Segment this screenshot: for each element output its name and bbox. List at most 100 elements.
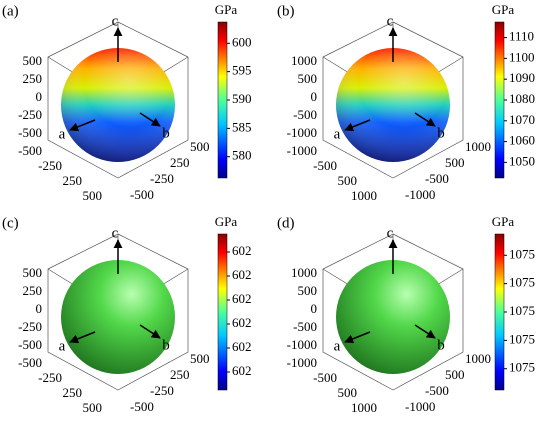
axis-arrow bbox=[414, 324, 436, 339]
vertical-tick-label: -250 bbox=[18, 107, 42, 122]
right-tick-label: -500 bbox=[425, 383, 449, 398]
vertical-tick-label: 0 bbox=[36, 89, 43, 104]
vertical-tick-label: 0 bbox=[311, 89, 318, 104]
right-tick-label: -500 bbox=[130, 187, 154, 202]
axis-label: a bbox=[59, 338, 66, 354]
vertical-tick-label: -250 bbox=[18, 319, 42, 334]
axis-label: b bbox=[162, 125, 170, 141]
colorbar-tick-label: 602 bbox=[232, 363, 252, 378]
axis-label: a bbox=[59, 126, 66, 142]
right-tick-label: 500 bbox=[190, 351, 210, 366]
colorbar bbox=[217, 233, 228, 391]
panel: (d)a bc10005000-500-1000-1000-50050010001… bbox=[277, 214, 535, 415]
colorbar-tick-label: 585 bbox=[232, 119, 252, 134]
left-tick-label: 1000 bbox=[351, 400, 377, 415]
axis-label: a bbox=[334, 126, 341, 142]
sphere bbox=[336, 260, 450, 374]
colorbar-tick-label: 1080 bbox=[509, 91, 535, 106]
left-tick-label: 500 bbox=[83, 400, 103, 415]
right-tick-label: -1000 bbox=[405, 399, 435, 414]
right-tick-label: 500 bbox=[190, 139, 210, 154]
colorbar-tick-label: 590 bbox=[232, 91, 252, 106]
left-tick-label: 500 bbox=[338, 385, 358, 400]
panel: (b)a bc10005000-500-1000-1000-50050010001… bbox=[277, 2, 535, 203]
colorbar-tick-label: 602 bbox=[232, 291, 252, 306]
right-tick-label: 500 bbox=[445, 155, 465, 170]
vertical-tick-label: -1000 bbox=[287, 337, 317, 352]
colorbar-tick-label: 602 bbox=[232, 339, 252, 354]
vertical-tick-label: 500 bbox=[23, 265, 43, 280]
left-tick-label: 500 bbox=[83, 188, 103, 203]
vertical-tick-label: 0 bbox=[36, 301, 43, 316]
right-tick-label: -1000 bbox=[405, 187, 435, 202]
left-tick-label: 250 bbox=[63, 385, 83, 400]
colorbar bbox=[217, 21, 228, 179]
colorbar-tick-label: 602 bbox=[232, 243, 252, 258]
colorbar-tick-label: 595 bbox=[232, 63, 252, 78]
left-tick-label: 250 bbox=[63, 173, 83, 188]
sphere-shading bbox=[61, 48, 175, 162]
colorbar-tick-label: 1075 bbox=[509, 246, 535, 261]
axis-label: b bbox=[437, 125, 445, 141]
right-tick-label: 1000 bbox=[465, 351, 491, 366]
axis-arrow bbox=[414, 112, 436, 127]
left-tick-label: -500 bbox=[313, 370, 337, 385]
colorbar-tick-label: 602 bbox=[232, 267, 252, 282]
right-tick-label: 250 bbox=[170, 367, 190, 382]
axis-label: c bbox=[112, 13, 119, 29]
colorbar-tick-label: 1075 bbox=[509, 360, 535, 375]
right-tick-label: -250 bbox=[150, 383, 174, 398]
colorbar-unit: GPa bbox=[215, 214, 238, 229]
left-tick-label: -500 bbox=[18, 143, 42, 158]
colorbar bbox=[494, 233, 505, 391]
vertical-tick-label: 1000 bbox=[291, 53, 317, 68]
axis-arrow bbox=[69, 119, 96, 132]
axis-arrow bbox=[344, 331, 371, 344]
vertical-tick-label: 500 bbox=[298, 283, 318, 298]
colorbar-tick-label: 1100 bbox=[509, 49, 535, 64]
left-tick-label: 1000 bbox=[351, 188, 377, 203]
panel-label: (a) bbox=[2, 3, 19, 19]
axis-arrow bbox=[139, 324, 161, 339]
colorbar-tick-label: 1090 bbox=[509, 70, 535, 85]
panel-label: (d) bbox=[277, 215, 295, 231]
panel-label: (b) bbox=[277, 3, 295, 19]
right-tick-label: 500 bbox=[445, 367, 465, 382]
axis-label: c bbox=[112, 225, 119, 241]
axis-label: c bbox=[387, 225, 394, 241]
vertical-tick-label: 500 bbox=[23, 53, 43, 68]
panel-label: (c) bbox=[2, 215, 19, 231]
colorbar-tick-label: 1060 bbox=[509, 133, 535, 148]
axis-label: a bbox=[334, 338, 341, 354]
colorbar-tick-label: 600 bbox=[232, 34, 252, 49]
colorbar-tick-label: 1075 bbox=[509, 303, 535, 318]
vertical-tick-label: -500 bbox=[18, 337, 42, 352]
left-tick-label: -1000 bbox=[287, 355, 317, 370]
colorbar-tick-label: 1075 bbox=[509, 275, 535, 290]
right-tick-label: -500 bbox=[425, 171, 449, 186]
vertical-tick-label: 500 bbox=[298, 71, 318, 86]
colorbar bbox=[494, 21, 505, 179]
colorbar-unit: GPa bbox=[492, 214, 515, 229]
panel: (a)a bc5002500-250-500-500-25025050050025… bbox=[2, 2, 252, 203]
left-tick-label: -250 bbox=[38, 370, 62, 385]
axis-arrow bbox=[344, 119, 371, 132]
right-tick-label: 1000 bbox=[465, 139, 491, 154]
left-tick-label: -500 bbox=[18, 355, 42, 370]
right-tick-label: -250 bbox=[150, 171, 174, 186]
colorbar-tick-label: 580 bbox=[232, 148, 252, 163]
axis-arrow bbox=[69, 331, 96, 344]
colorbar-tick-label: 602 bbox=[232, 315, 252, 330]
colorbar-tick-label: 1070 bbox=[509, 112, 535, 127]
sphere-shading bbox=[336, 48, 450, 162]
colorbar-tick-label: 1050 bbox=[509, 153, 535, 168]
axis-label: b bbox=[437, 337, 445, 353]
left-tick-label: -250 bbox=[38, 158, 62, 173]
axis-arrow bbox=[139, 112, 161, 127]
left-tick-label: 500 bbox=[338, 173, 358, 188]
colorbar-tick-label: 1110 bbox=[509, 29, 534, 44]
vertical-tick-label: 250 bbox=[23, 283, 43, 298]
vertical-tick-label: 0 bbox=[311, 301, 318, 316]
left-tick-label: -500 bbox=[313, 158, 337, 173]
vertical-tick-label: -500 bbox=[18, 125, 42, 140]
